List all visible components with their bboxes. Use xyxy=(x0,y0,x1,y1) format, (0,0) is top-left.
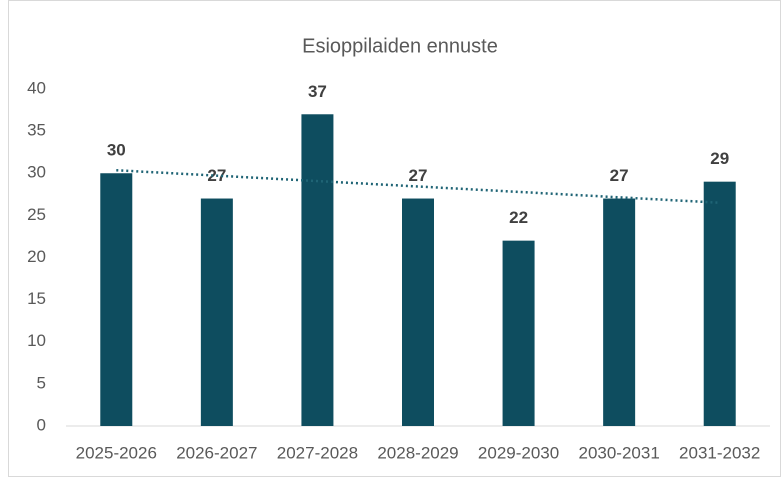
data-label: 29 xyxy=(710,149,729,168)
trendline xyxy=(116,168,720,204)
x-tick-label: 2026-2027 xyxy=(176,443,257,462)
y-tick-label: 0 xyxy=(37,415,46,434)
bar xyxy=(502,240,535,426)
data-label: 27 xyxy=(610,166,629,185)
chart-frame xyxy=(8,0,781,477)
data-label: 30 xyxy=(107,141,126,160)
bar xyxy=(402,198,434,426)
y-tick-label: 30 xyxy=(27,163,46,182)
x-tick-label: 2028-2029 xyxy=(377,443,458,462)
bar xyxy=(603,198,636,426)
bar xyxy=(703,181,736,426)
x-tick-label: 2025-2026 xyxy=(76,443,157,462)
x-tick-label: 2029-2030 xyxy=(478,443,559,462)
y-tick-label: 25 xyxy=(27,205,46,224)
chart-title: Esioppilaiden ennuste xyxy=(302,35,498,57)
y-tick-label: 35 xyxy=(27,121,46,140)
y-tick-label: 5 xyxy=(37,373,46,392)
y-tick-label: 20 xyxy=(27,247,46,266)
x-tick-label: 2030-2031 xyxy=(578,443,659,462)
bar xyxy=(100,173,133,426)
y-tick-label: 15 xyxy=(27,289,46,308)
x-tick-label: 2031-2032 xyxy=(679,443,760,462)
data-label: 22 xyxy=(509,208,528,227)
y-tick-label: 10 xyxy=(27,331,46,350)
y-tick-label: 40 xyxy=(27,78,46,97)
bar xyxy=(200,198,233,426)
data-label: 27 xyxy=(409,166,428,185)
data-label: 37 xyxy=(308,82,327,101)
x-tick-label: 2027-2028 xyxy=(277,443,358,462)
bar xyxy=(301,114,334,427)
